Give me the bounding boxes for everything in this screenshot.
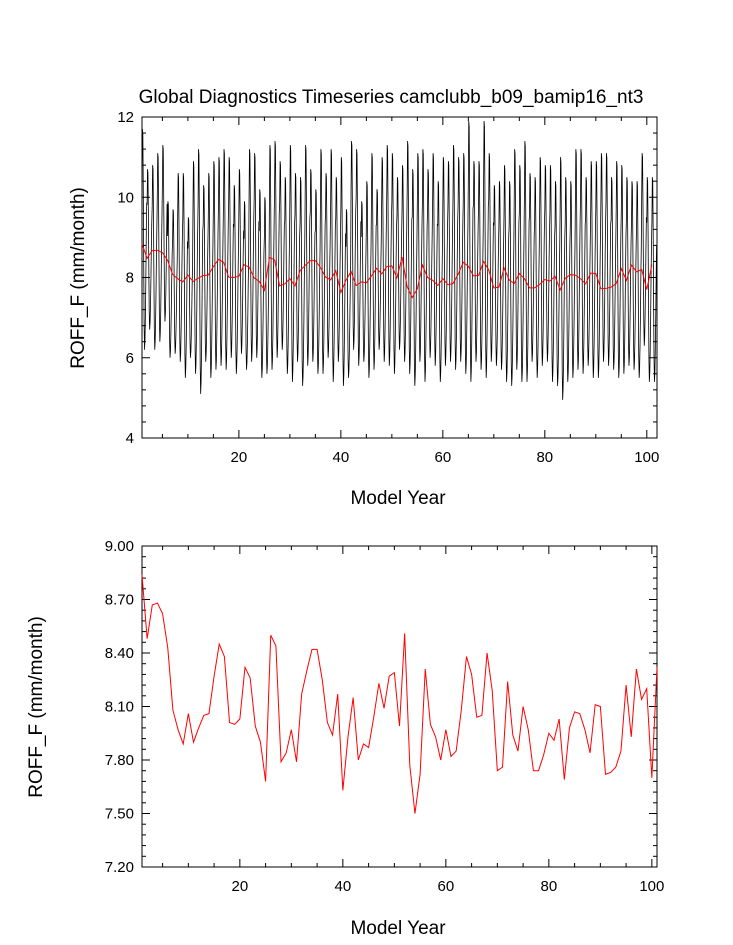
y-axis-title-top: ROFF_F (mm/month): [68, 187, 89, 369]
top-xtick-label: 60: [434, 449, 451, 466]
top-ytick-label: 10: [117, 189, 134, 206]
y-axis-title-bottom: ROFF_F (mm/month): [26, 616, 47, 798]
top-ytick-label: 4: [126, 430, 134, 447]
plot-area-top: 4 6 8 10 12 20 40 60 80 100: [117, 109, 659, 466]
chart-title: Global Diagnostics Timeseries camclubb_b…: [139, 87, 644, 108]
bottom-xtick-label: 40: [335, 878, 352, 895]
annual-mean-series-line: [141, 574, 658, 814]
top-xtick-label: 40: [333, 449, 350, 466]
bottom-xtick-label: 60: [438, 878, 455, 895]
x-axis-title-bottom: Model Year: [350, 918, 446, 939]
bottom-ytick-label: 7.20: [105, 859, 134, 876]
bottom-ytick-label: 7.80: [105, 752, 134, 769]
x-axis-title-top: Model Year: [350, 488, 446, 509]
bottom-frame: [141, 545, 658, 868]
bottom-ytick-label: 7.50: [105, 806, 134, 823]
top-xtick-label: 100: [634, 449, 659, 466]
top-ytick-label: 12: [117, 109, 134, 126]
plot-area-bottom: 7.20 7.50 7.80 8.10 8.40 8.70 9.00 20 40 60 80 100: [105, 538, 665, 895]
bottom-ytick-label: 8.10: [105, 699, 134, 716]
timeseries-panel-monthly: Global Diagnostics Timeseries camclubb_b…: [68, 87, 659, 509]
bottom-ytick-label: 9.00: [105, 538, 134, 555]
bottom-ytick-label: 8.40: [105, 645, 134, 662]
top-ytick-label: 6: [126, 350, 134, 367]
annual-mean-overlay-line: [141, 243, 653, 299]
bottom-xtick-label: 20: [232, 878, 249, 895]
top-xtick-label: 80: [536, 449, 553, 466]
timeseries-panel-annual: Model Year ROFF_F (mm/month) 7.20 7.50 7.8…: [26, 538, 664, 939]
top-ytick-label: 8: [126, 270, 134, 287]
bottom-xtick-label: 100: [639, 878, 664, 895]
bottom-ytick-label: 8.70: [105, 592, 134, 609]
top-xtick-label: 20: [231, 449, 248, 466]
bottom-xtick-label: 80: [541, 878, 558, 895]
monthly-series-line: [141, 120, 657, 400]
